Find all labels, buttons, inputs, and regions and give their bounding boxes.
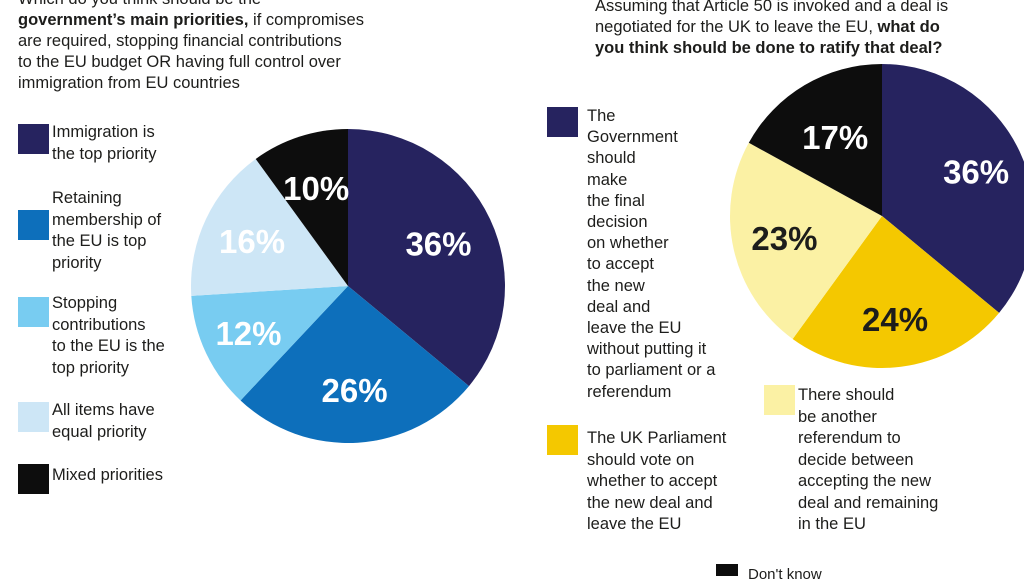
left-pie-slice-3	[191, 158, 348, 296]
right-pie-slice-0	[882, 64, 1024, 313]
right-question-line-1: Assuming that Article 50 is invoked and …	[595, 0, 949, 15]
left-pie-slice-label-4: 10%	[283, 170, 349, 207]
dont-know-legend-label: Don't know	[748, 566, 822, 583]
left-question-line-1: Which do you think should be the	[18, 0, 364, 10]
left-question-bold: government’s main priorities,	[18, 11, 249, 29]
left-pie-slice-1	[240, 286, 469, 443]
dont-know-legend-swatch	[716, 564, 738, 576]
left-question: Which do you think should be the governm…	[18, 0, 364, 94]
left-question-line-4: to the EU budget OR having full control …	[18, 53, 341, 71]
legend-swatch	[18, 297, 49, 327]
legend-swatch	[764, 385, 795, 415]
left-question-line-3: are required, stopping financial contrib…	[18, 32, 342, 50]
legend-swatch	[18, 210, 49, 240]
right-question-line-2-bold: what do	[872, 18, 940, 36]
legend-label: The UK Parliament should vote on whether t…	[587, 429, 727, 533]
legend-label: All items have equal priority	[52, 401, 155, 441]
right-question-line-2-plain: negotiated for the UK to leave the EU,	[595, 18, 873, 36]
right-pie-slice-label-3: 17%	[802, 119, 868, 156]
legend-label: Immigration is the top priority	[52, 123, 157, 163]
left-pie-slice-0	[348, 129, 505, 387]
right-pie-slice-1	[792, 216, 1000, 369]
left-pie-slice-label-2: 12%	[215, 315, 281, 352]
left-pie-slice-label-1: 26%	[321, 372, 387, 409]
left-question-line-2: government’s main priorities, if comprom…	[18, 10, 364, 31]
right-pie-slice-3	[748, 64, 882, 216]
legend-swatch	[18, 402, 49, 432]
legend-swatch	[547, 107, 578, 137]
left-pie-slice-4	[255, 129, 348, 286]
left-pie-slice-label-0: 36%	[405, 225, 471, 262]
right-pie-slice-label-1: 24%	[862, 301, 928, 338]
legend-label: Retaining membership of the EU is top prior…	[52, 189, 162, 272]
right-question-line-3: you think should be done to ratify that …	[595, 38, 948, 59]
legend-label: Stopping contributions to the EU is the top…	[52, 294, 165, 377]
legend-label: Mixed priorities	[52, 466, 163, 484]
left-question-line-5: immigration from EU countries	[18, 74, 240, 92]
left-pie-slice-2	[191, 286, 348, 401]
legend-swatch	[18, 464, 49, 494]
left-pie-slice-label-3: 16%	[219, 223, 285, 260]
left-question-line-2-rest: if compromises	[248, 11, 364, 29]
legend-label: There should be another referendum to decid…	[798, 386, 939, 533]
right-question: Assuming that Article 50 is invoked and …	[595, 0, 948, 59]
right-pie-slice-label-2: 23%	[751, 220, 817, 257]
legend-label: The Government should make the final decision…	[587, 107, 716, 401]
right-pie-slice-label-0: 36%	[943, 154, 1009, 191]
right-question-line-2: negotiated for the UK to leave the EU, w…	[595, 17, 948, 38]
right-question-line-3-bold: you think should be done to ratify that …	[595, 39, 943, 57]
legend-swatch	[18, 124, 49, 154]
right-pie-slice-2	[730, 142, 882, 339]
legend-swatch	[547, 425, 578, 455]
